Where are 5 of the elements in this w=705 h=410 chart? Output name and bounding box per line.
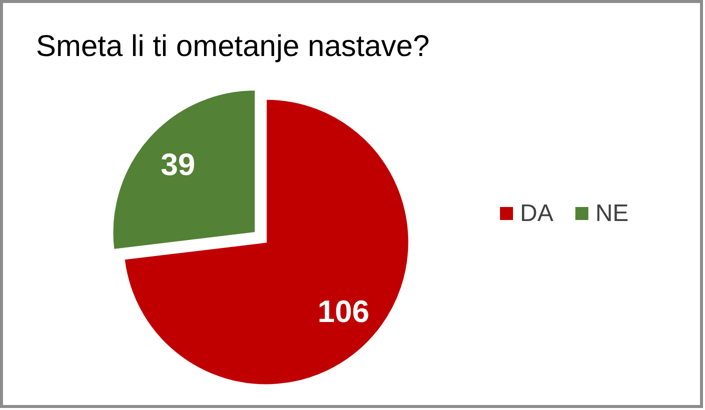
chart-title: Smeta li ti ometanje nastave? bbox=[36, 30, 430, 63]
legend-label: DA bbox=[520, 200, 554, 227]
data-label: 106 bbox=[318, 294, 370, 329]
legend-label: NE bbox=[595, 200, 629, 227]
data-label: 39 bbox=[160, 146, 196, 182]
